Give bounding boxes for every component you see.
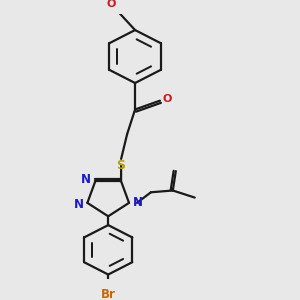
Text: Br: Br [101,288,116,300]
Text: N: N [133,196,143,209]
Text: N: N [74,198,83,211]
Text: N: N [81,173,92,186]
Text: S: S [116,159,124,172]
Text: O: O [162,94,172,104]
Text: O: O [107,0,116,10]
